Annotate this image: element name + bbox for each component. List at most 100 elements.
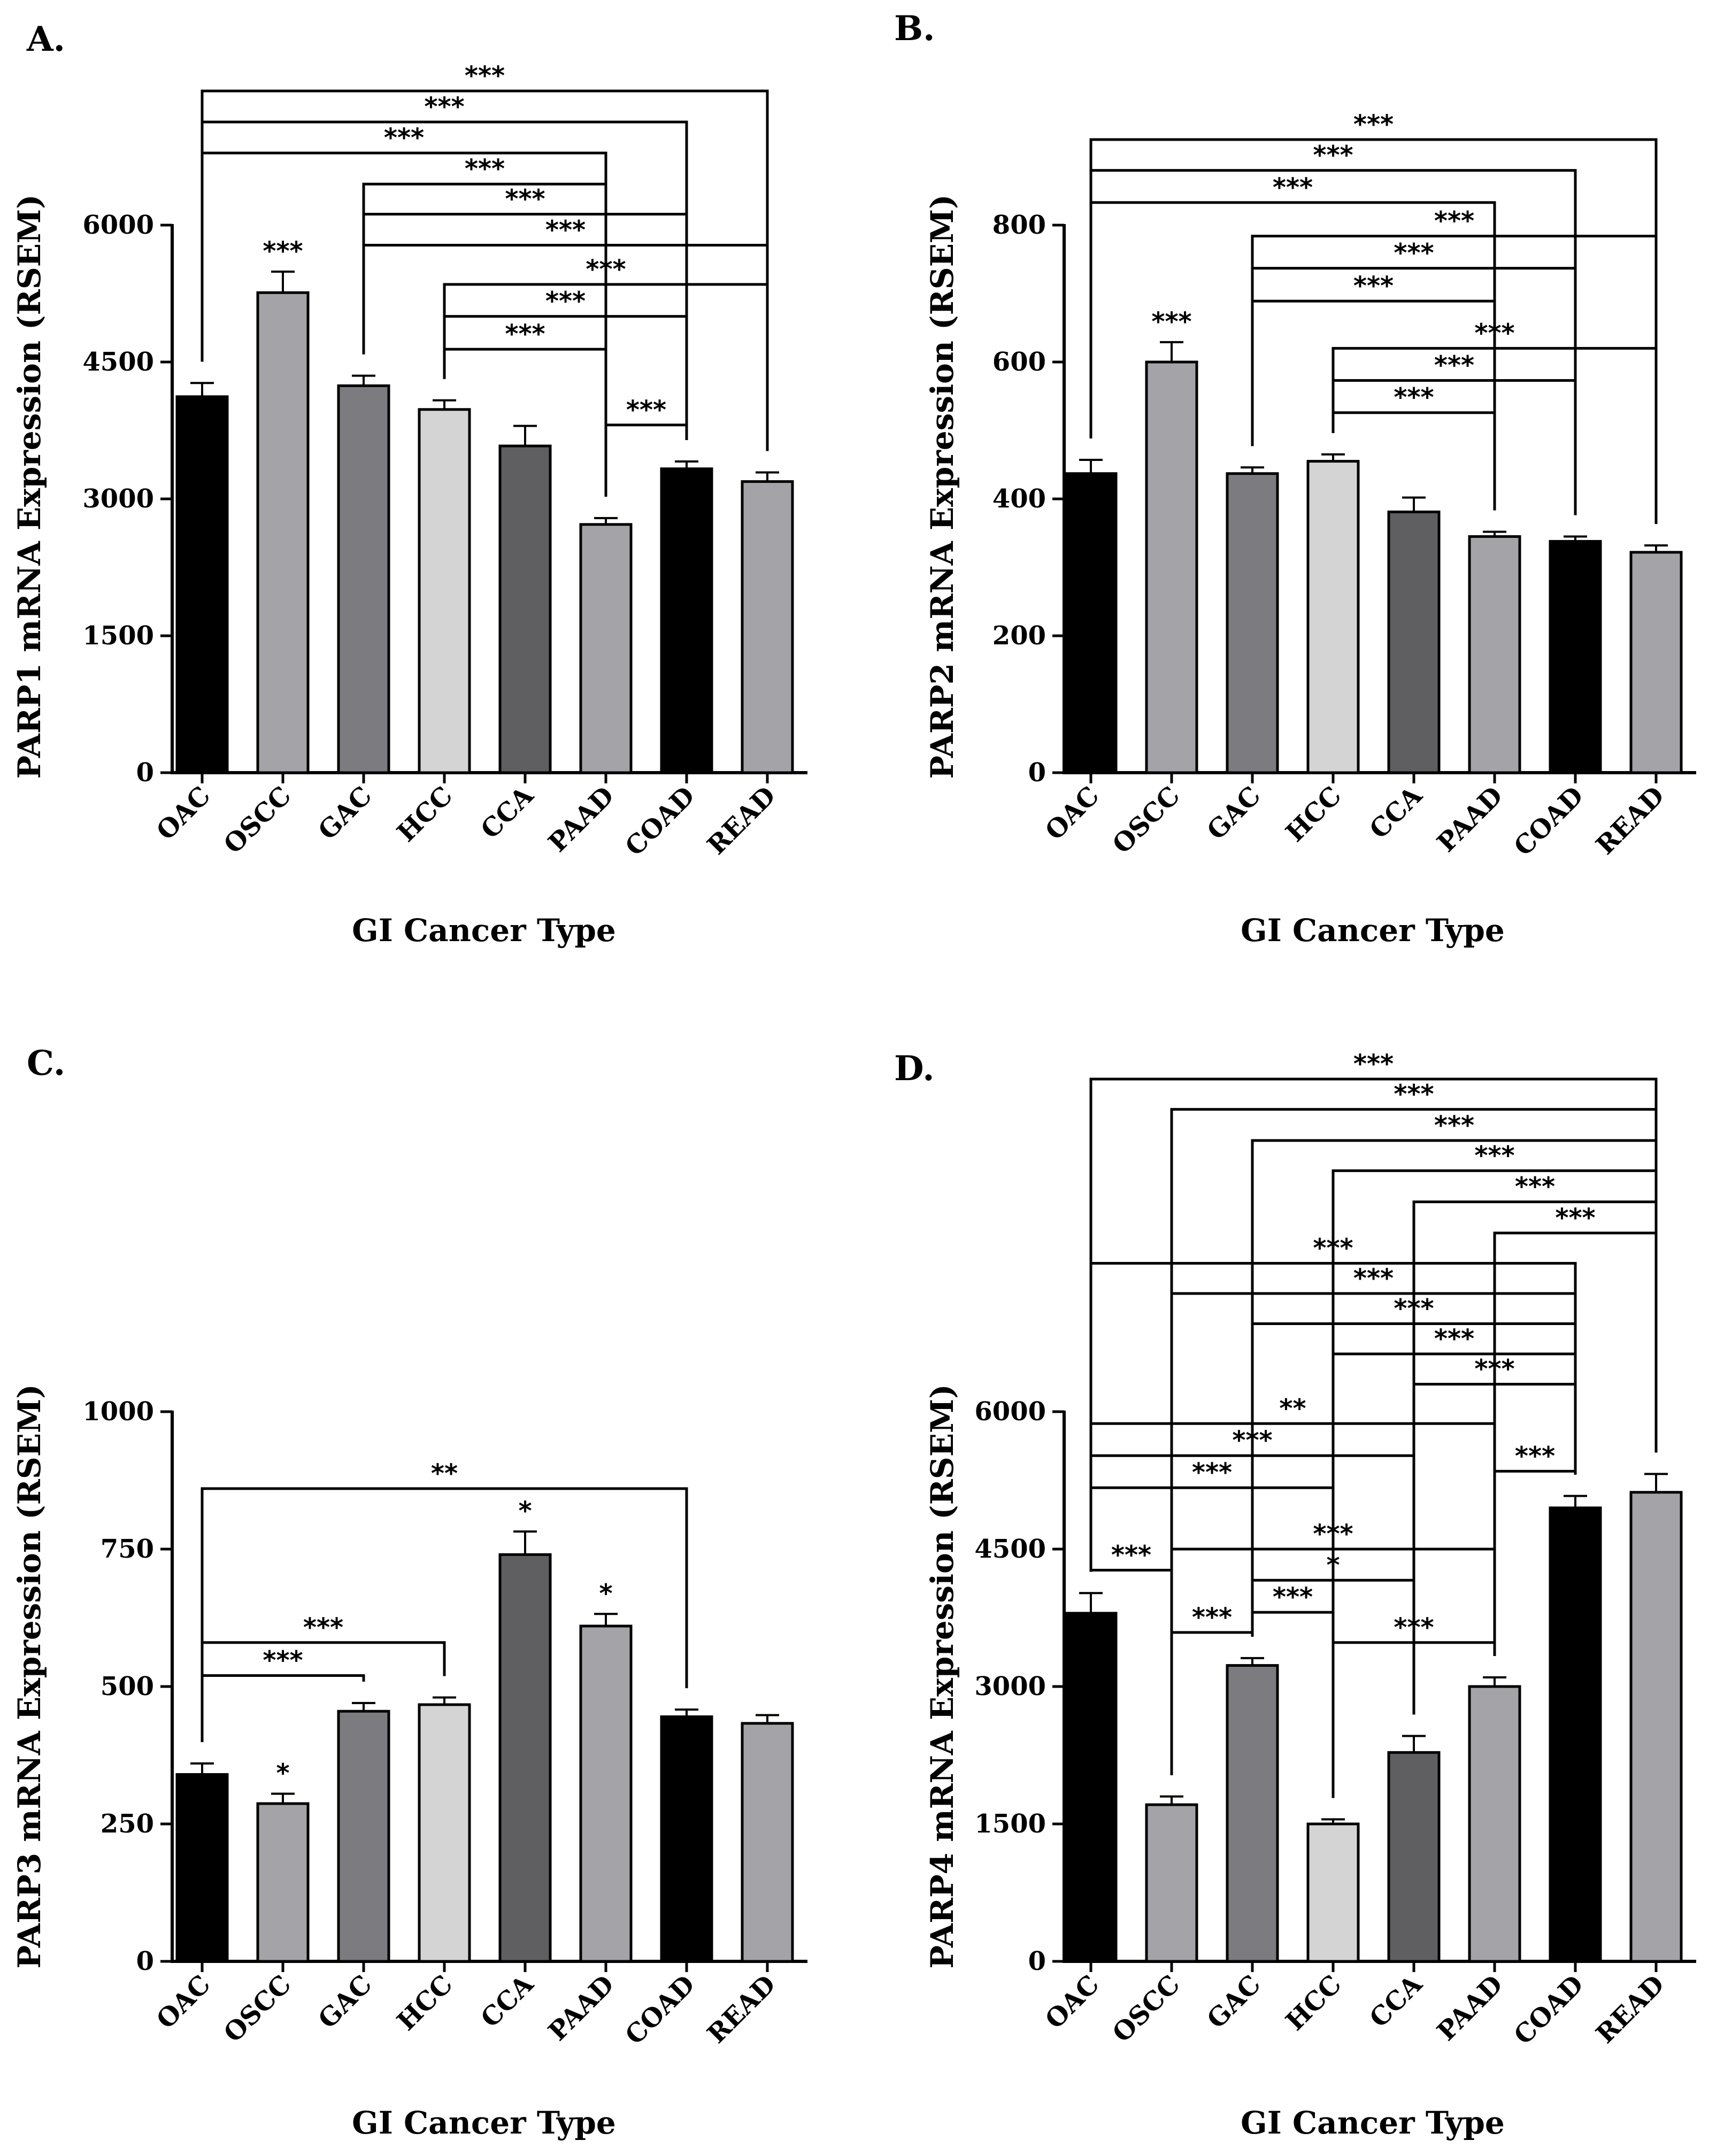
- x-tick-label: PAAD: [543, 781, 620, 858]
- significance-bracket: [1332, 379, 1577, 515]
- bracket-significance-label: ***: [1434, 1111, 1474, 1141]
- bracket-significance-label: ***: [465, 61, 505, 91]
- bracket-significance-label: **: [1279, 1393, 1306, 1423]
- x-tick-label: CCA: [1364, 1969, 1428, 2033]
- x-tick-label: PAAD: [543, 1969, 620, 2047]
- bracket-significance-label: ***: [384, 123, 424, 153]
- bar-oscc: [1145, 360, 1198, 774]
- panel-3: C. 0 250 500 750 1000 OAC OSCC GAC HCC CCA PAAD COAD…: [11, 1043, 807, 2141]
- significance-bracket: [604, 424, 688, 497]
- significance-bracket: [1332, 1641, 1496, 1798]
- x-tick-label: COAD: [620, 781, 701, 862]
- bar-significance-label: *: [518, 1496, 532, 1526]
- x-tick-label: GAC: [1202, 1969, 1267, 2035]
- bar-paad: [1468, 1685, 1521, 1963]
- significance-bracket: [1332, 411, 1496, 511]
- bracket-significance-label: ***: [505, 319, 545, 349]
- y-tick-label: 600: [992, 347, 1046, 377]
- y-tick-label: 6000: [82, 210, 154, 240]
- bracket-significance-label: ***: [545, 215, 586, 245]
- significance-bracket: [201, 1487, 688, 1742]
- bar-oac: [1064, 472, 1118, 774]
- y-tick-label: 6000: [974, 1397, 1046, 1427]
- panel-label: C.: [27, 1043, 65, 1083]
- bracket-significance-label: ***: [1273, 173, 1313, 203]
- bar-significance-label: ***: [1151, 307, 1191, 337]
- x-tick-label: COAD: [1508, 781, 1590, 862]
- x-tick-label: READ: [702, 1969, 781, 2049]
- bracket-significance-label: ***: [1353, 271, 1394, 301]
- bracket-significance-label: ***: [465, 154, 505, 184]
- y-tick-label: 3000: [974, 1672, 1046, 1701]
- y-tick-label: 200: [992, 621, 1046, 651]
- bar-coad: [660, 467, 713, 774]
- y-tick-label: 4500: [82, 347, 154, 377]
- bar-oac: [175, 395, 229, 774]
- bracket-significance-label: ***: [1313, 1519, 1353, 1549]
- x-tick-label: READ: [1590, 1969, 1670, 2049]
- bar-hcc: [1306, 1822, 1360, 1963]
- bar-oscc: [256, 1802, 310, 1963]
- bracket-significance-label: ***: [1313, 1233, 1353, 1263]
- x-tick-label: CCA: [475, 780, 540, 844]
- x-tick-label: HCC: [1280, 781, 1348, 848]
- y-tick-label: 1500: [974, 1809, 1046, 1839]
- y-tick-label: 500: [101, 1672, 154, 1701]
- y-tick-label: 0: [1028, 758, 1046, 788]
- bracket-significance-label: ***: [586, 255, 626, 284]
- y-tick-label: 0: [136, 1946, 154, 1976]
- bar-cca: [1387, 510, 1441, 774]
- y-tick-label: 0: [136, 758, 154, 788]
- bracket-significance-label: ***: [1313, 141, 1353, 171]
- significance-bracket: [1089, 1077, 1658, 1572]
- panel-4: D. 0 1500 3000 4500 6000 OAC OSCC GAC HCC CCA PAAD C…: [894, 1049, 1696, 2141]
- bracket-significance-label: ***: [1192, 1603, 1232, 1633]
- x-tick-label: CCA: [475, 1969, 540, 2033]
- bar-read: [1629, 551, 1683, 774]
- bar-read: [741, 480, 794, 774]
- significance-bracket: [1170, 1631, 1254, 1775]
- bar-hcc: [1306, 460, 1360, 774]
- bar-oac: [1064, 1612, 1118, 1963]
- x-tick-label: HCC: [391, 781, 459, 848]
- bracket-significance-label: ***: [1394, 1080, 1434, 1110]
- bar-gac: [337, 384, 390, 774]
- bracket-significance-label: ***: [303, 1613, 343, 1643]
- bracket-significance-label: ***: [1353, 110, 1394, 140]
- x-tick-label: COAD: [620, 1969, 701, 2051]
- bar-gac: [337, 1710, 390, 1963]
- y-tick-label: 1000: [82, 1397, 154, 1427]
- bracket-significance-label: *: [1326, 1550, 1340, 1580]
- x-tick-label: OSCC: [218, 1969, 297, 2049]
- bar-gac: [1226, 472, 1279, 774]
- y-tick-label: 4500: [974, 1534, 1046, 1564]
- x-tick-label: OAC: [1040, 1969, 1105, 2035]
- bracket-significance-label: ***: [1353, 1264, 1394, 1293]
- bracket-significance-label: ***: [1434, 206, 1474, 236]
- bar-hcc: [418, 408, 471, 774]
- panel-label: D.: [894, 1049, 935, 1089]
- y-axis-title: PARP2 mRNA Expression (RSEM): [924, 194, 960, 779]
- bracket-significance-label: ***: [1192, 1458, 1232, 1488]
- significance-bracket: [1089, 1422, 1496, 1656]
- x-tick-label: OSCC: [1107, 1969, 1186, 2049]
- x-tick-label: COAD: [1508, 1969, 1590, 2051]
- y-axis-title: PARP3 mRNA Expression (RSEM): [11, 1384, 48, 1968]
- bracket-significance-label: ***: [263, 1645, 303, 1675]
- x-axis-title: GI Cancer Type: [352, 2105, 616, 2141]
- y-axis-title: PARP1 mRNA Expression (RSEM): [11, 194, 48, 779]
- y-tick-label: 800: [992, 210, 1046, 240]
- x-axis-title: GI Cancer Type: [1241, 912, 1505, 949]
- bar-significance-label: *: [599, 1578, 612, 1608]
- x-tick-label: OAC: [151, 1969, 217, 2035]
- bracket-significance-label: ***: [1555, 1203, 1595, 1233]
- significance-bracket: [201, 1674, 365, 1742]
- bar-hcc: [418, 1703, 471, 1963]
- bar-cca: [1387, 1751, 1441, 1963]
- y-tick-label: 750: [101, 1534, 154, 1564]
- x-tick-label: GAC: [1202, 781, 1267, 846]
- panel-2: B. 0 200 400 600 800 OAC OSCC GAC HCC CCA PAAD COAD R…: [894, 9, 1696, 949]
- bar-oscc: [256, 291, 310, 774]
- bar-read: [741, 1722, 794, 1963]
